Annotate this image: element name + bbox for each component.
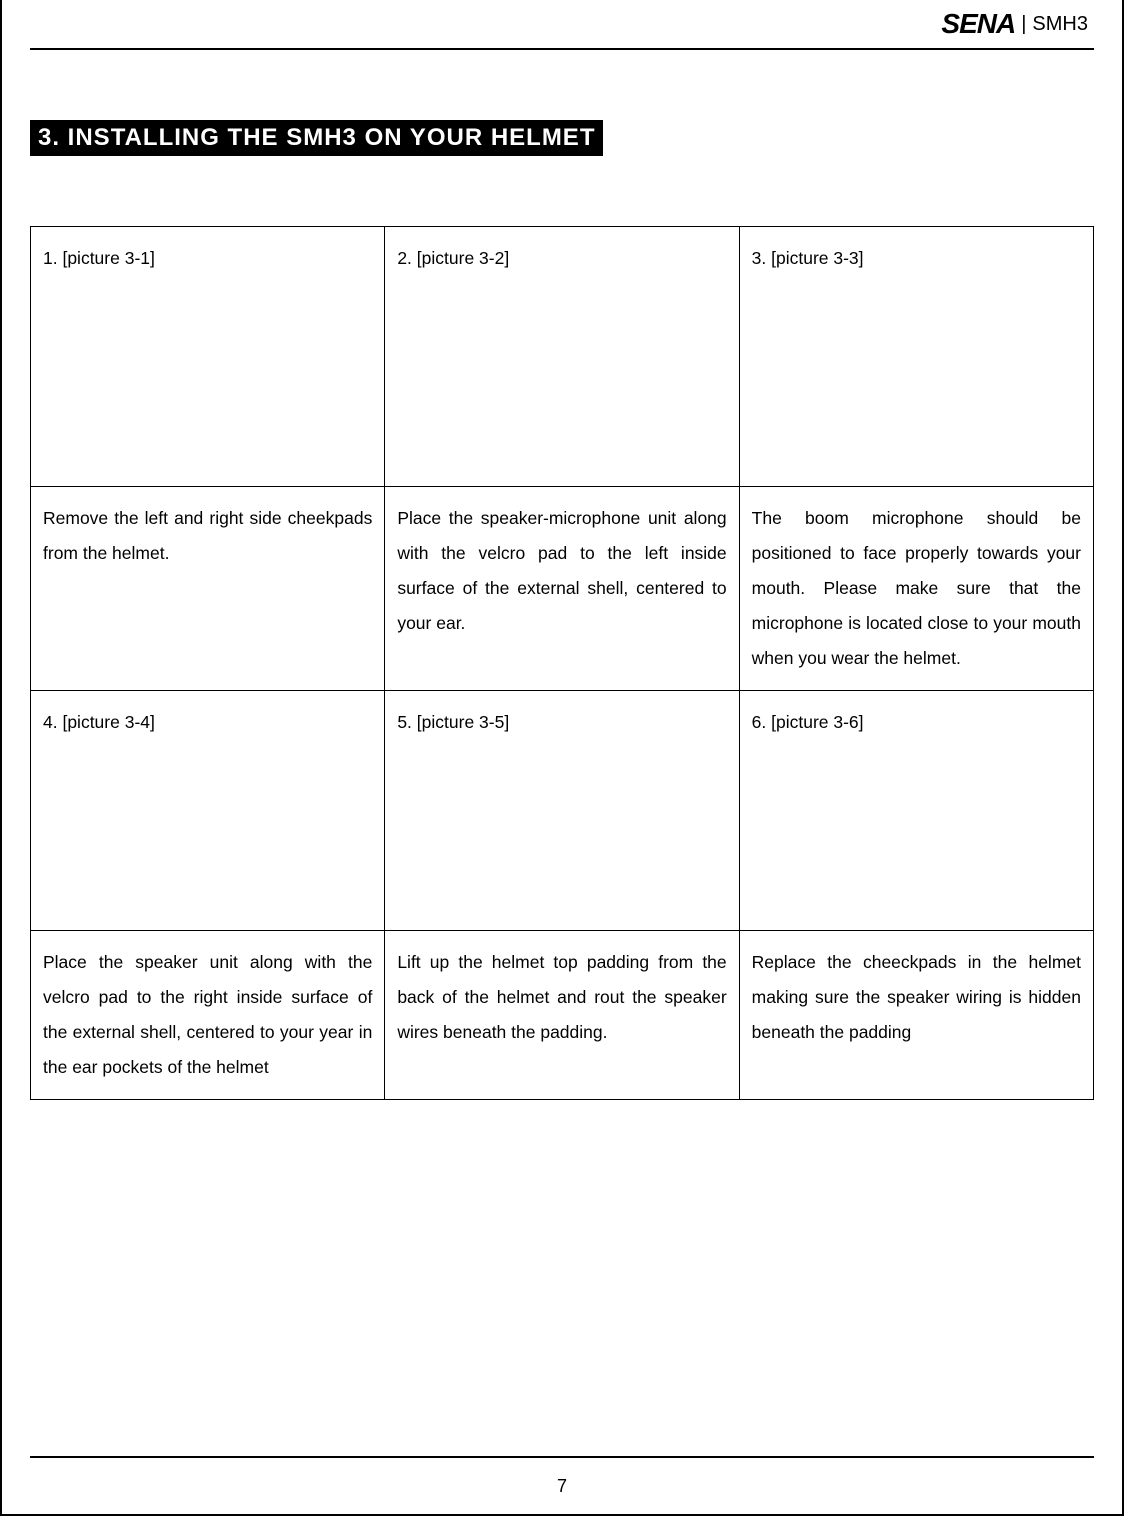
logo-text: SENA — [941, 8, 1015, 40]
picture-label: 3. [picture 3-3] — [752, 248, 864, 268]
table-cell-picture: 4. [picture 3-4] — [31, 691, 385, 931]
table-cell-description: Remove the left and right side cheekpads… — [31, 487, 385, 691]
table-cell-description: Place the speaker unit along with the ve… — [31, 931, 385, 1100]
table-row: Remove the left and right side cheekpads… — [31, 487, 1094, 691]
table-cell-picture: 6. [picture 3-6] — [739, 691, 1093, 931]
header-separator: | — [1021, 13, 1026, 36]
table-row: Place the speaker unit along with the ve… — [31, 931, 1094, 1100]
table-cell-picture: 5. [picture 3-5] — [385, 691, 739, 931]
table-cell-picture: 3. [picture 3-3] — [739, 227, 1093, 487]
table-row: 4. [picture 3-4] 5. [picture 3-5] 6. [pi… — [31, 691, 1094, 931]
picture-label: 1. [picture 3-1] — [43, 248, 155, 268]
table-cell-description: Replace the cheeckpads in the helmet mak… — [739, 931, 1093, 1100]
table-cell-picture: 2. [picture 3-2] — [385, 227, 739, 487]
header-model: SMH3 — [1032, 13, 1088, 36]
content-area: 3. INSTALLING THE SMH3 ON YOUR HELMET 1.… — [30, 120, 1094, 1100]
table-cell-description: Lift up the helmet top padding from the … — [385, 931, 739, 1100]
header: SENA | SMH3 — [30, 0, 1094, 50]
table-row: 1. [picture 3-1] 2. [picture 3-2] 3. [pi… — [31, 227, 1094, 487]
picture-label: 5. [picture 3-5] — [397, 712, 509, 732]
page-frame: SENA | SMH3 3. INSTALLING THE SMH3 ON YO… — [0, 0, 1124, 1516]
table-cell-description: Place the speaker-microphone unit along … — [385, 487, 739, 691]
picture-label: 4. [picture 3-4] — [43, 712, 155, 732]
table-cell-picture: 1. [picture 3-1] — [31, 227, 385, 487]
page-number: 7 — [557, 1476, 567, 1497]
picture-label: 2. [picture 3-2] — [397, 248, 509, 268]
section-title: 3. INSTALLING THE SMH3 ON YOUR HELMET — [30, 120, 603, 156]
install-steps-table: 1. [picture 3-1] 2. [picture 3-2] 3. [pi… — [30, 226, 1094, 1100]
footer: 7 — [30, 1456, 1094, 1514]
picture-label: 6. [picture 3-6] — [752, 712, 864, 732]
table-cell-description: The boom microphone should be positioned… — [739, 487, 1093, 691]
header-logo-block: SENA | SMH3 — [941, 8, 1088, 40]
